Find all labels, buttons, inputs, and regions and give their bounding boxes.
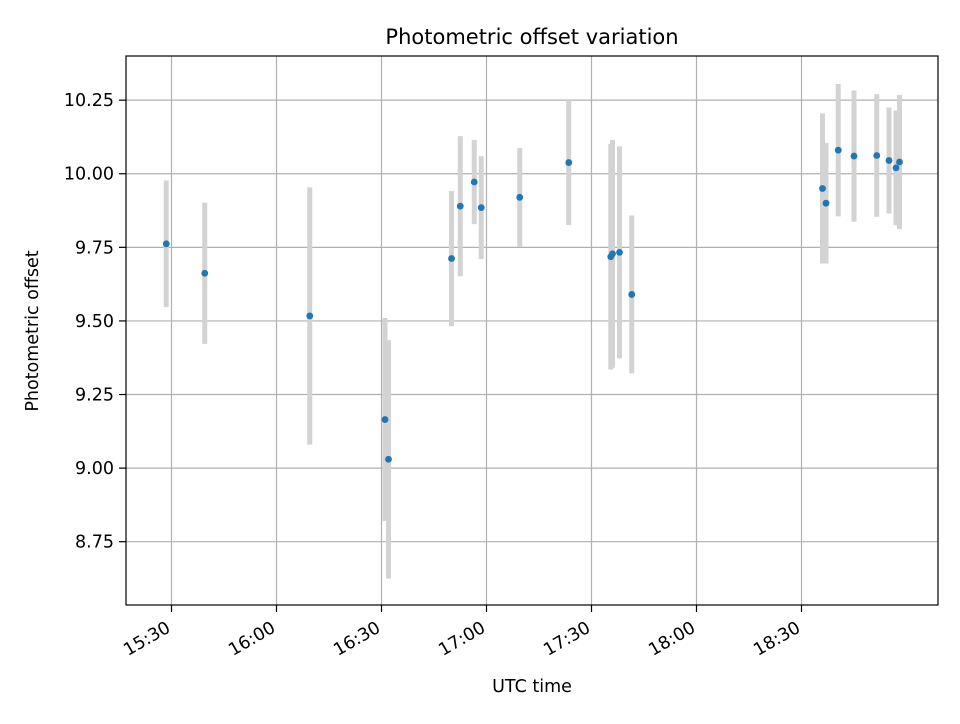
data-point [448,255,455,262]
data-point [162,240,170,248]
data-point [616,248,623,256]
data-point [896,158,903,166]
data-point [201,269,209,277]
y-axis-label: Photometric offset [23,250,43,411]
y-tick-label: 9.00 [75,459,114,479]
y-tick-label: 9.50 [75,312,114,332]
data-point [385,455,392,463]
data-point [565,159,573,166]
data-point [477,204,485,212]
y-tick-label: 10.25 [64,91,114,111]
y-tick-label: 8.75 [75,533,114,553]
y-tick-label: 10.00 [64,165,114,185]
data-point [850,152,858,160]
grid [126,56,938,605]
data-point [873,152,881,159]
data-point [306,312,314,320]
data-point [819,185,826,192]
data-point [885,157,893,164]
data-point [628,291,636,298]
data-point [456,202,464,210]
data-points [162,146,903,463]
plot-frame [125,55,939,606]
chart-title: Photometric offset variation [385,25,678,49]
data-point [834,146,842,154]
x-axis-label: UTC time [492,677,572,697]
data-point [609,250,616,258]
data-point [516,193,524,201]
data-point [381,416,389,423]
y-tick-label: 9.25 [75,386,114,406]
data-point [470,178,478,186]
data-point [892,164,900,172]
data-point [822,199,830,207]
y-tick-label: 9.75 [75,238,114,258]
